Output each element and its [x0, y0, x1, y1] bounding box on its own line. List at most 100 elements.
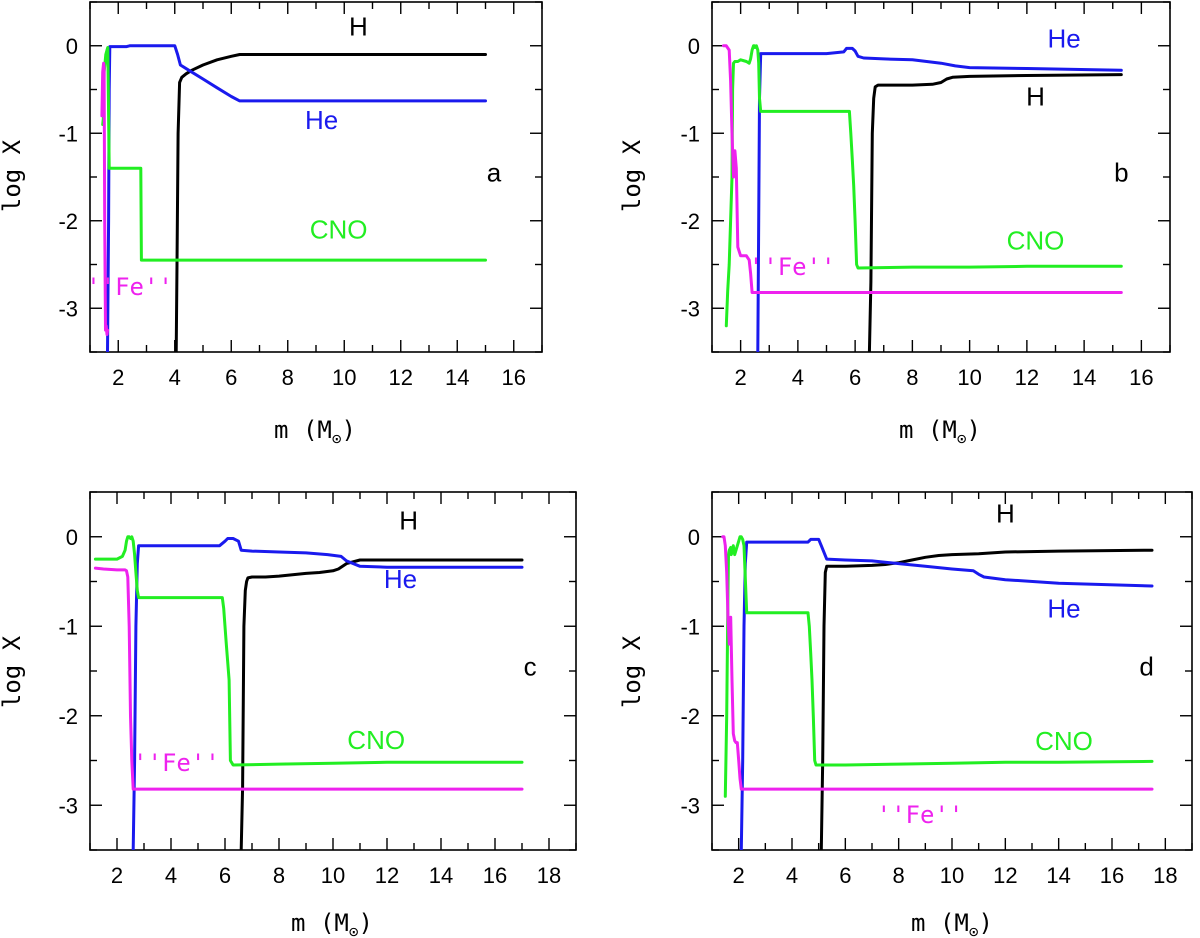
x-tick-label: 14: [1046, 863, 1070, 888]
series-label-cno: CNO: [310, 214, 368, 244]
series-label-h: H: [349, 11, 368, 41]
x-tick-label: 16: [483, 863, 507, 888]
x-tick-label: 2: [111, 863, 123, 888]
series-label-h: H: [996, 498, 1015, 528]
x-tick-label: 8: [282, 365, 294, 390]
series-line-h: [819, 548, 1154, 850]
x-tick-label: 18: [537, 863, 561, 888]
x-tick-label: 10: [957, 365, 981, 390]
y-tick-label: 0: [688, 34, 700, 59]
y-tick-label: -1: [680, 614, 700, 639]
y-tick-label: -2: [680, 704, 700, 729]
series-label-h: H: [1026, 81, 1045, 111]
x-axis-label: m (M⊙): [899, 416, 981, 448]
series-label-h: H: [399, 506, 418, 536]
series-label-he: He: [305, 105, 338, 135]
x-tick-label: 6: [839, 863, 851, 888]
x-tick-label: 4: [792, 365, 804, 390]
series-label-he: He: [1047, 593, 1080, 623]
x-tick-label: 6: [849, 365, 861, 390]
x-tick-label: 8: [906, 365, 918, 390]
series-label-fe: ''Fe'': [877, 801, 964, 829]
series-label-fe: ''Fe'': [749, 253, 836, 281]
y-tick-label: -3: [680, 296, 700, 321]
series-line-fe: [722, 44, 1123, 294]
y-tick-label: 0: [688, 525, 700, 550]
x-tick-label: 14: [445, 365, 469, 390]
series-line-h: [867, 73, 1123, 352]
x-tick-label: 8: [893, 863, 905, 888]
series-line-fe: [721, 535, 1154, 791]
panel-a: 2 4 6 8 10 12 14 16 0 -1 -2 -3 m (M⊙) log X H He CNO ''Fe…: [0, 1, 543, 448]
series-line-cno: [101, 46, 487, 262]
x-tick-label: 12: [389, 365, 413, 390]
series-line-fe: [93, 566, 524, 791]
y-tick-label: -3: [58, 793, 78, 818]
x-axis-label: m (M⊙): [911, 909, 993, 938]
panel-letter: d: [1139, 651, 1153, 681]
series-line-he: [131, 537, 524, 850]
y-tick-label: -2: [680, 209, 700, 234]
y-tick-label: -3: [680, 793, 700, 818]
panel-d: 2 4 6 8 10 12 14 16 18 0 -1 -2 -3 m (M⊙) log X H He CNO ''…: [618, 491, 1193, 938]
series-label-cno: CNO: [1035, 726, 1093, 756]
series-label-cno: CNO: [1007, 226, 1065, 256]
series-line-h: [239, 558, 524, 850]
x-tick-label: 10: [940, 863, 964, 888]
series-line-he: [756, 46, 1123, 352]
x-tick-label: 16: [502, 365, 526, 390]
y-axis-label: log X: [618, 635, 646, 708]
plot-frame: [711, 491, 1193, 851]
x-tick-label: 8: [273, 863, 285, 888]
x-tick-label: 12: [993, 863, 1017, 888]
x-tick-label: 4: [169, 365, 181, 390]
y-tick-label: -1: [680, 121, 700, 146]
y-tick-label: -1: [58, 614, 78, 639]
x-tick-label: 18: [1153, 863, 1177, 888]
x-tick-label: 16: [1129, 365, 1153, 390]
x-tick-label: 10: [321, 863, 345, 888]
y-axis-label: log X: [618, 139, 646, 212]
x-axis-label: m (M⊙): [291, 909, 373, 938]
x-tick-label: 16: [1100, 863, 1124, 888]
series-line-cno: [723, 535, 1154, 798]
x-tick-label: 2: [733, 863, 745, 888]
x-tick-label: 14: [1072, 365, 1096, 390]
series-line-h: [174, 53, 487, 352]
series-line-he: [739, 537, 1154, 850]
y-tick-label: -2: [58, 704, 78, 729]
series-line-cno: [93, 535, 524, 767]
x-tick-label: 10: [332, 365, 356, 390]
panel-b: 2 4 6 8 10 12 14 16 0 -1 -2 -3 m (M⊙) log X HeH CNO ''Fe…: [618, 1, 1171, 448]
x-tick-label: 6: [219, 863, 231, 888]
series-label-he: He: [1047, 24, 1080, 54]
x-tick-label: 4: [165, 863, 177, 888]
series-label-he: He: [384, 564, 417, 594]
y-tick-label: -2: [58, 209, 78, 234]
series-label-fe: ''Fe'': [133, 749, 220, 777]
x-tick-label: 2: [735, 365, 747, 390]
panel-letter: c: [524, 651, 537, 681]
x-tick-label: 12: [1015, 365, 1039, 390]
y-tick-label: 0: [66, 34, 78, 59]
x-tick-label: 12: [375, 863, 399, 888]
panel-letter: a: [487, 157, 502, 187]
x-tick-label: 14: [429, 863, 453, 888]
y-tick-label: -1: [58, 121, 78, 146]
y-tick-label: -3: [58, 296, 78, 321]
series-line-fe: [100, 61, 109, 336]
x-tick-label: 2: [112, 365, 124, 390]
series-label-cno: CNO: [347, 725, 405, 755]
panel-letter: b: [1114, 157, 1128, 187]
panel-c: 2 4 6 8 10 12 14 16 18 0 -1 -2 -3 m (M⊙) log X H He CNO ''…: [0, 491, 577, 938]
x-axis-label: m (M⊙): [274, 416, 356, 448]
y-axis-label: log X: [0, 139, 26, 212]
series-label-fe: ''Fe'': [86, 273, 173, 301]
y-tick-label: 0: [66, 525, 78, 550]
series-line-cno: [724, 44, 1123, 328]
x-tick-label: 6: [225, 365, 237, 390]
y-axis-label: log X: [0, 635, 26, 708]
x-tick-label: 4: [786, 863, 798, 888]
series-line-he: [106, 44, 487, 352]
